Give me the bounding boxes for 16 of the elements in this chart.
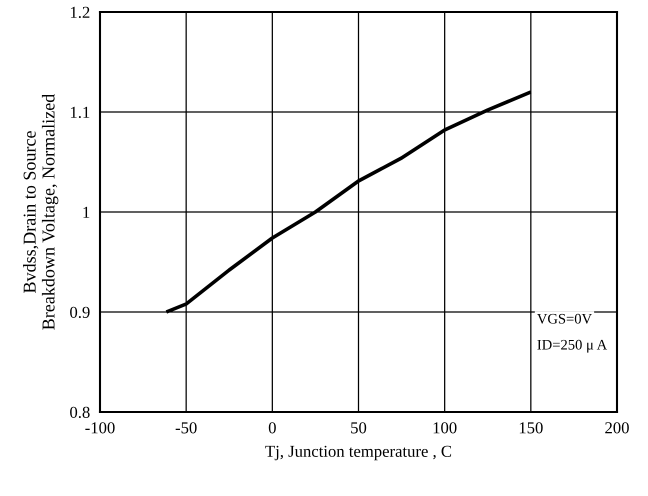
- y-tick-label: 1.2: [70, 6, 90, 18]
- x-tick-label: -50: [176, 422, 197, 434]
- annotation: VGS=0V: [537, 314, 592, 324]
- x-tick-label: 200: [605, 422, 629, 434]
- x-tick-label: 150: [520, 422, 543, 434]
- y-tick-label: 0.9: [70, 306, 90, 318]
- x-tick-label: 50: [351, 422, 366, 434]
- x-tick-label: 0: [268, 422, 276, 434]
- x-axis-title: Tj, Junction temperature , C: [265, 446, 452, 460]
- x-tick-label: 100: [434, 422, 457, 434]
- y-tick-label: 1: [83, 206, 90, 218]
- y-tick-label: 1.1: [70, 106, 90, 118]
- y-axis-title: Bvdss,Drain to Source Breakdown Voltage, Normalized: [23, 94, 58, 330]
- annotation: ID=250 μ A: [537, 340, 608, 353]
- y-tick-label: 0.8: [70, 406, 90, 418]
- x-tick-label: -100: [85, 422, 115, 434]
